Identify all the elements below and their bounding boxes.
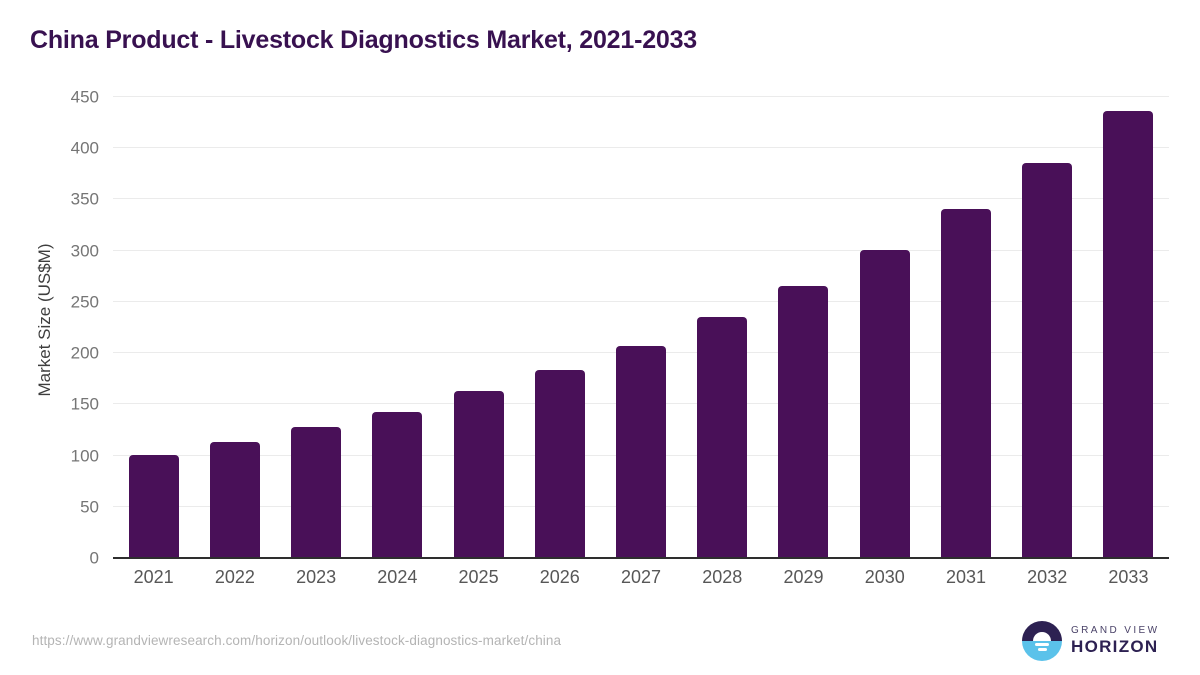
plot-area — [113, 96, 1169, 559]
y-tick-label-450: 450 — [70, 87, 99, 107]
bars-container — [113, 97, 1169, 558]
bar-2024 — [372, 411, 423, 558]
bar-slot-2032 — [1007, 97, 1088, 558]
bar-2022 — [209, 442, 260, 558]
y-tick-label-100: 100 — [70, 446, 99, 466]
bar-slot-2026 — [519, 97, 600, 558]
bar-2025 — [453, 391, 504, 558]
y-tick-label-300: 300 — [70, 241, 99, 261]
y-tick-label-200: 200 — [70, 343, 99, 363]
bar-slot-2022 — [194, 97, 275, 558]
x-tick-label-2033: 2033 — [1108, 567, 1149, 587]
logo-sky-half — [1022, 621, 1062, 641]
logo-brand-top: GRAND VIEW — [1071, 625, 1160, 636]
bar-2023 — [291, 426, 342, 558]
gridline-250 — [113, 300, 1169, 302]
gridline-450 — [113, 96, 1169, 97]
bar-slot-2030 — [844, 97, 925, 558]
x-tick-label-2029: 2029 — [783, 567, 824, 587]
bar-2032 — [1022, 162, 1073, 558]
x-tick-label-2031: 2031 — [945, 567, 986, 587]
y-tick-label-150: 150 — [70, 394, 99, 414]
y-tick-label-350: 350 — [70, 189, 99, 209]
source-url: https://www.grandviewresearch.com/horizo… — [32, 633, 562, 648]
bar-slot-2033 — [1088, 97, 1169, 558]
bar-slot-2031 — [925, 97, 1006, 558]
logo-reflection-line-2 — [1037, 648, 1047, 651]
gridline-300 — [113, 249, 1169, 251]
bar-slot-2028 — [682, 97, 763, 558]
x-tick-label-2023: 2023 — [296, 567, 337, 587]
x-tick-label-2025: 2025 — [458, 567, 499, 587]
y-tick-label-250: 250 — [70, 292, 99, 312]
x-tick-label-2026: 2026 — [539, 567, 580, 587]
bar-slot-2021 — [113, 97, 194, 558]
x-tick-label-2028: 2028 — [702, 567, 743, 587]
x-axis-line — [113, 557, 1169, 559]
bar-2026 — [534, 369, 585, 558]
bar-slot-2029 — [763, 97, 844, 558]
bar-slot-2025 — [438, 97, 519, 558]
bar-2029 — [778, 285, 829, 558]
bar-2021 — [128, 454, 179, 558]
bar-2030 — [859, 249, 910, 558]
bar-2027 — [616, 345, 667, 558]
bar-slot-2027 — [600, 97, 681, 558]
bar-2033 — [1103, 111, 1154, 558]
brand-logo: GRAND VIEW HORIZON — [1022, 621, 1159, 661]
logo-sea-half — [1022, 641, 1062, 661]
logo-brand-bottom: HORIZON — [1071, 637, 1159, 656]
y-axis-ticks: 0 50 100 150 200 250 300 350 400 450 — [0, 89, 99, 567]
logo-reflection-line-1 — [1035, 643, 1049, 646]
chart-title: China Product - Livestock Diagnostics Ma… — [30, 26, 698, 54]
x-tick-label-2021: 2021 — [133, 567, 174, 587]
x-tick-label-2030: 2030 — [864, 567, 905, 587]
y-tick-label-400: 400 — [70, 138, 99, 158]
horizon-sunrise-icon — [1022, 621, 1062, 661]
bar-2031 — [940, 208, 991, 558]
bar-slot-2023 — [275, 97, 356, 558]
gridline-350 — [113, 198, 1169, 200]
x-tick-label-2024: 2024 — [377, 567, 418, 587]
x-tick-label-2032: 2032 — [1027, 567, 1068, 587]
bar-slot-2024 — [357, 97, 438, 558]
bar-2028 — [697, 317, 748, 558]
y-tick-label-50: 50 — [80, 497, 99, 517]
gridline-400 — [113, 147, 1169, 149]
x-tick-label-2027: 2027 — [621, 567, 662, 587]
logo-text: GRAND VIEW HORIZON — [1071, 625, 1159, 657]
logo-sun-dome — [1033, 632, 1051, 641]
x-axis-labels: 2021 2022 2023 2024 2025 2026 2027 2028 2029 2030… — [113, 567, 1169, 588]
y-tick-label-0: 0 — [89, 548, 99, 568]
x-tick-label-2022: 2022 — [214, 567, 255, 587]
